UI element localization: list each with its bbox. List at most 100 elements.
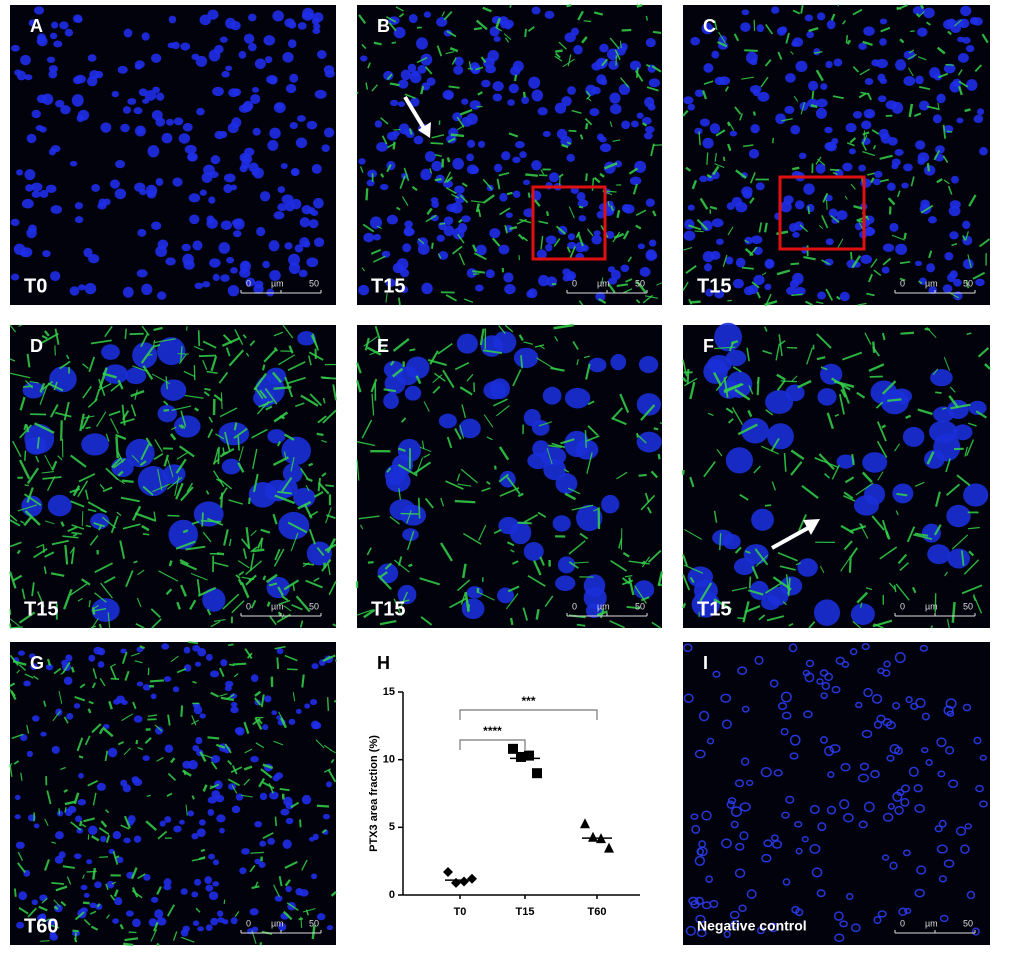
- stain: [727, 143, 732, 152]
- nucleus: [196, 828, 206, 837]
- stain: [964, 108, 971, 113]
- stain: [234, 911, 240, 918]
- stain: [316, 804, 330, 808]
- nucleus: [852, 110, 863, 119]
- stain: [425, 214, 437, 223]
- stain: [504, 324, 514, 333]
- stain: [775, 343, 781, 361]
- panel-label: T15: [697, 598, 731, 620]
- nucleus: [469, 100, 481, 110]
- stain: [55, 411, 72, 418]
- nucleus: [690, 36, 701, 46]
- stain: [712, 165, 720, 176]
- nucleus: [120, 648, 127, 654]
- stain: [586, 452, 593, 474]
- stain: [198, 354, 217, 358]
- point: [459, 876, 469, 887]
- stain: [477, 91, 483, 96]
- stain: [167, 458, 174, 478]
- nucleus: [116, 856, 124, 864]
- x-tick-label: T15: [516, 906, 535, 918]
- nucleus: [454, 193, 465, 204]
- stain: [222, 593, 240, 610]
- nucleus: [250, 94, 261, 104]
- stain: [82, 874, 85, 879]
- nucleus: [701, 22, 714, 35]
- stain: [439, 542, 453, 562]
- nucleus: [794, 820, 803, 828]
- nucleus: [942, 284, 953, 293]
- stain: [430, 142, 444, 145]
- stain: [503, 33, 512, 40]
- stain: [423, 401, 430, 412]
- nucleus: [843, 812, 854, 823]
- stain: [49, 404, 59, 418]
- nucleus: [251, 926, 259, 933]
- stain: [361, 43, 367, 50]
- nucleus: [235, 793, 244, 801]
- nucleus: [537, 107, 548, 116]
- stain: [255, 742, 265, 749]
- stain: [843, 540, 853, 551]
- nucleus: [900, 797, 910, 807]
- stain: [616, 210, 621, 218]
- stain: [115, 436, 119, 459]
- nucleus: [943, 125, 954, 134]
- stain: [12, 440, 22, 458]
- nucleus: [159, 820, 166, 827]
- stain: [657, 453, 661, 460]
- nucleus: [475, 244, 487, 256]
- nucleus: [953, 278, 962, 287]
- nucleus: [377, 563, 399, 584]
- stain: [641, 556, 651, 568]
- nucleus: [182, 253, 194, 266]
- stain: [145, 437, 153, 447]
- stain: [725, 407, 734, 414]
- stain: [744, 49, 758, 52]
- nucleus: [56, 810, 64, 817]
- stain: [64, 544, 69, 565]
- stain: [172, 931, 178, 941]
- stain: [381, 135, 388, 145]
- panel-label: T0: [24, 275, 47, 297]
- scale-start: 0: [246, 918, 251, 928]
- stain: [443, 11, 453, 21]
- stain: [396, 206, 401, 211]
- nucleus: [566, 153, 575, 162]
- stain: [519, 218, 532, 224]
- nucleus: [256, 226, 266, 237]
- y-tick-label: 0: [389, 889, 395, 901]
- nucleus: [905, 696, 913, 704]
- x-tick-label: T60: [588, 906, 607, 918]
- nucleus: [45, 663, 54, 671]
- nucleus: [948, 205, 961, 217]
- stain: [60, 521, 65, 527]
- stain: [867, 172, 875, 176]
- nucleus: [739, 831, 749, 841]
- stain: [891, 234, 906, 241]
- stain: [844, 195, 848, 200]
- stain: [545, 211, 550, 217]
- nucleus: [703, 359, 728, 384]
- stain: [281, 476, 293, 492]
- stain: [130, 867, 138, 880]
- stain: [254, 716, 263, 730]
- nucleus: [231, 218, 242, 227]
- nucleus: [498, 244, 510, 255]
- stain: [576, 359, 579, 366]
- stain: [862, 40, 873, 47]
- stain: [917, 408, 933, 416]
- stain: [76, 737, 84, 752]
- nucleus: [878, 128, 889, 139]
- stain: [788, 623, 794, 627]
- stain: [99, 856, 108, 859]
- stain: [145, 820, 158, 831]
- stain: [755, 554, 769, 567]
- nucleus: [825, 141, 837, 152]
- stain: [327, 564, 331, 576]
- nucleus: [101, 344, 120, 360]
- stain: [579, 532, 589, 540]
- nucleus: [205, 924, 213, 931]
- stain: [386, 164, 392, 173]
